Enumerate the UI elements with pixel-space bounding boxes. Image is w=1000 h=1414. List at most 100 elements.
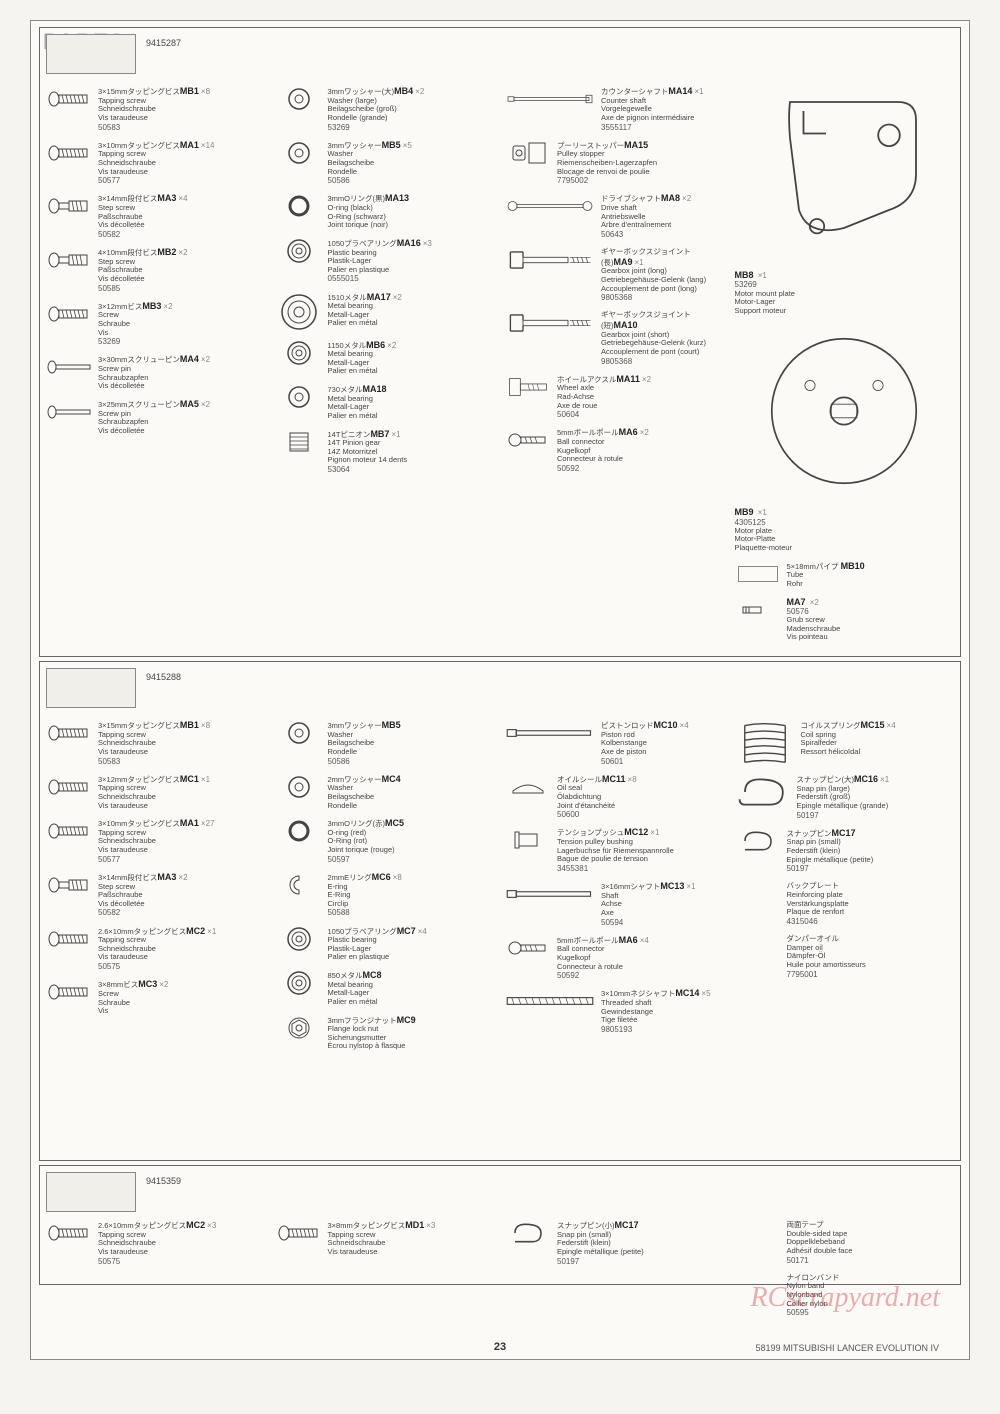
- part-row: カウンターシャフトMA14×1Counter shaftVorgelegewel…: [505, 84, 725, 134]
- part-mb8: MB8 ×1 53269 Motor mount plateMotor-Lage…: [735, 268, 955, 317]
- part-row: ダンパーオイルDamper oilDämpfer-ÖlHuile pour am…: [735, 932, 955, 981]
- part-row: ギヤーボックスジョイント(短)MA10Gearbox joint (short)…: [505, 308, 725, 367]
- col-b1: 3×15mmタッピングビスMB1×8Tapping screwSchneidsc…: [46, 718, 266, 1148]
- thread-icon: [505, 988, 595, 1014]
- washer-icon: [276, 774, 322, 800]
- bearing-icon: [276, 238, 322, 264]
- screw-icon: [46, 140, 92, 166]
- bag-box-a: [46, 34, 136, 74]
- bearing-icon: [276, 926, 322, 952]
- part-row: 4×10mm段付ビスMB2×2Step screwPaßschraubeVis …: [46, 245, 266, 295]
- footer-right: 58199 MITSUBISHI LANCER EVOLUTION IV: [755, 1343, 939, 1353]
- part-row: プーリーストッパーMA15Pulley stopperRiemenscheibe…: [505, 138, 725, 188]
- col-c4: 両面テープDouble-sided tapeDoppelklebebandAdh…: [735, 1218, 955, 1268]
- col-a3: カウンターシャフトMA14×1Counter shaftVorgelegewel…: [505, 84, 725, 644]
- part-row: 3×10mmネジシャフトMC14×5Threaded shaftGewindes…: [505, 986, 725, 1036]
- part-row: 3mmワッシャー(大)MB4×2Washer (large)Beilagsche…: [276, 84, 496, 134]
- part-row: 3mmOリング(赤)MC5O-ring (red)O-Ring (rot)Joi…: [276, 816, 496, 866]
- bearing-icon: [276, 970, 322, 996]
- part-row: 3×10mmタッピングビスMA1×27Tapping screwSchneids…: [46, 816, 266, 866]
- col-b2: 3mmワッシャーMB5WasherBeilagscheibeRondelle50…: [276, 718, 496, 1148]
- part-row: バックプレートReinforcing plateVerstärkungsplat…: [735, 879, 955, 928]
- part-row: 2.6×10mmタッピングビスMC2×1Tapping screwSchneid…: [46, 924, 266, 974]
- screw-icon: [46, 774, 92, 800]
- ball-icon: [505, 935, 551, 961]
- screw-icon: [46, 1220, 92, 1246]
- bag-code-b: 9415288: [146, 672, 181, 682]
- part-row: 2mmEリングMC6×8E-ringE-RingCirclip50588: [276, 870, 496, 920]
- part-row: ピストンロッドMC10×4Piston rodKolbenstangeAxe d…: [505, 718, 725, 768]
- part-row: 3×16mmシャフトMC13×1ShaftAchseAxe50594: [505, 879, 725, 929]
- none-icon: [735, 934, 781, 960]
- part-row: ナイロンバンドNylon bandNylonbandCollier nylon5…: [735, 1271, 955, 1320]
- part-row: コイルスプリングMC15×4Coil springSpiralfederRess…: [735, 718, 955, 768]
- stepscrew-icon: [46, 247, 92, 273]
- part-row: 3×15mmタッピングビスMB1×8Tapping screwSchneidsc…: [46, 718, 266, 768]
- col-a1: 3×15mmタッピングビスMB1×8Tapping screwSchneidsc…: [46, 84, 266, 644]
- bag-box-b: [46, 668, 136, 708]
- joint-icon: [505, 247, 595, 273]
- screw-icon: [46, 979, 92, 1005]
- part-row: 3×15mmタッピングビスMB1×8Tapping screwSchneidsc…: [46, 84, 266, 134]
- part-row: 2.6×10mmタッピングビスMC2×3Tapping screwSchneid…: [46, 1218, 266, 1268]
- part-row: テンションプッシュMC12×1Tension pulley bushingLag…: [505, 825, 725, 875]
- screw-icon: [46, 818, 92, 844]
- part-row: 3mmワッシャーMB5×5WasherBeilagscheibeRondelle…: [276, 138, 496, 188]
- part-row: 5mmボールポールMA6×2Ball connectorKugelkopfCon…: [505, 425, 725, 475]
- part-ma7: MA7 ×2 50576 Grub screwMadenschraubeVis …: [735, 595, 955, 644]
- oring-icon: [276, 193, 322, 219]
- pin-icon: [46, 354, 92, 380]
- none-icon: [735, 1220, 781, 1246]
- part-row: 3×25mmスクリューピンMA5×2Screw pinSchraubzapfen…: [46, 397, 266, 438]
- seal-icon: [505, 774, 551, 800]
- none-icon: [735, 881, 781, 907]
- col-b4: コイルスプリングMC15×4Coil springSpiralfederRess…: [735, 718, 955, 1148]
- ball-icon: [505, 427, 551, 453]
- part-row: 3×12mmビスMB3×2ScrewSchraubeVis53269: [46, 299, 266, 349]
- part-row: 5mmボールポールMA6×4Ball connectorKugelkopfCon…: [505, 933, 725, 983]
- screw-icon: [46, 301, 92, 327]
- col-c2: 3×8mmタッピングビスMD1×3Tapping screwSchneidsch…: [276, 1218, 496, 1268]
- part-row: 2mmワッシャーMC4WasherBeilagscheibeRondelle: [276, 772, 496, 813]
- washer-icon: [276, 384, 322, 410]
- oring-icon: [276, 818, 322, 844]
- part-row: 850メタルMC8Metal bearingMetall-LagerPalier…: [276, 968, 496, 1009]
- section-a: 9415287 3×15mmタッピングビスMB1×8Tapping screwS…: [39, 27, 961, 657]
- bag-code-c: 9415359: [146, 1176, 181, 1186]
- washer-icon: [276, 86, 322, 112]
- part-row: 3×14mm段付ビスMA3×2Step screwPaßschraubeVis …: [46, 870, 266, 920]
- none-icon: [735, 1273, 781, 1299]
- part-row: ホイールアクスルMA11×2Wheel axleRad-AchseAxe de …: [505, 372, 725, 422]
- driveshaft-icon: [505, 193, 595, 219]
- part-mb10: 5×18mmパイプ MB10 TubeRohr: [735, 559, 955, 591]
- motor-plate-illust: [735, 321, 955, 501]
- pin-icon: [46, 399, 92, 425]
- bearing-icon: [276, 340, 322, 366]
- part-row: ギヤーボックスジョイント(長)MA9×1Gearbox joint (long)…: [505, 245, 725, 304]
- col-b3: ピストンロッドMC10×4Piston rodKolbenstangeAxe d…: [505, 718, 725, 1148]
- snap-sm-icon: [735, 828, 781, 854]
- part-row: スナップピン(小)MC17Snap pin (small)Federstift …: [505, 1218, 725, 1268]
- part-row: 3×12mmタッピングビスMC1×1Tapping screwSchneidsc…: [46, 772, 266, 813]
- part-row: ドライブシャフトMA8×2Drive shaftAntriebswelleArb…: [505, 191, 725, 241]
- part-row: 3×14mm段付ビスMA3×4Step screwPaßschraubeVis …: [46, 191, 266, 241]
- screw-icon: [46, 86, 92, 112]
- stepscrew-icon: [46, 872, 92, 898]
- nut-icon: [276, 1015, 322, 1041]
- screw-icon: [46, 926, 92, 952]
- stepscrew-icon: [46, 193, 92, 219]
- snap-icon: [735, 774, 791, 810]
- bag-code-a: 9415287: [146, 38, 181, 48]
- part-row: スナップピンMC17Snap pin (small)Federstift (kl…: [735, 826, 955, 876]
- part-row: 3×10mmタッピングビスMA1×14Tapping screwSchneids…: [46, 138, 266, 188]
- part-row: オイルシールMC11×8Oil sealÖlabdichtungJoint d'…: [505, 772, 725, 822]
- col-c3: スナップピン(小)MC17Snap pin (small)Federstift …: [505, 1218, 725, 1268]
- pinion-icon: [276, 429, 322, 455]
- washer-icon: [276, 140, 322, 166]
- washer-icon: [276, 720, 322, 746]
- part-row: 3×30mmスクリューピンMA4×2Screw pinSchraubzapfen…: [46, 352, 266, 393]
- part-row: 3mmOリング(黒)MA13O-ring (black)O-Ring (schw…: [276, 191, 496, 232]
- screw-icon: [276, 1220, 322, 1246]
- stopper-icon: [505, 140, 551, 166]
- ering-icon: [276, 872, 322, 898]
